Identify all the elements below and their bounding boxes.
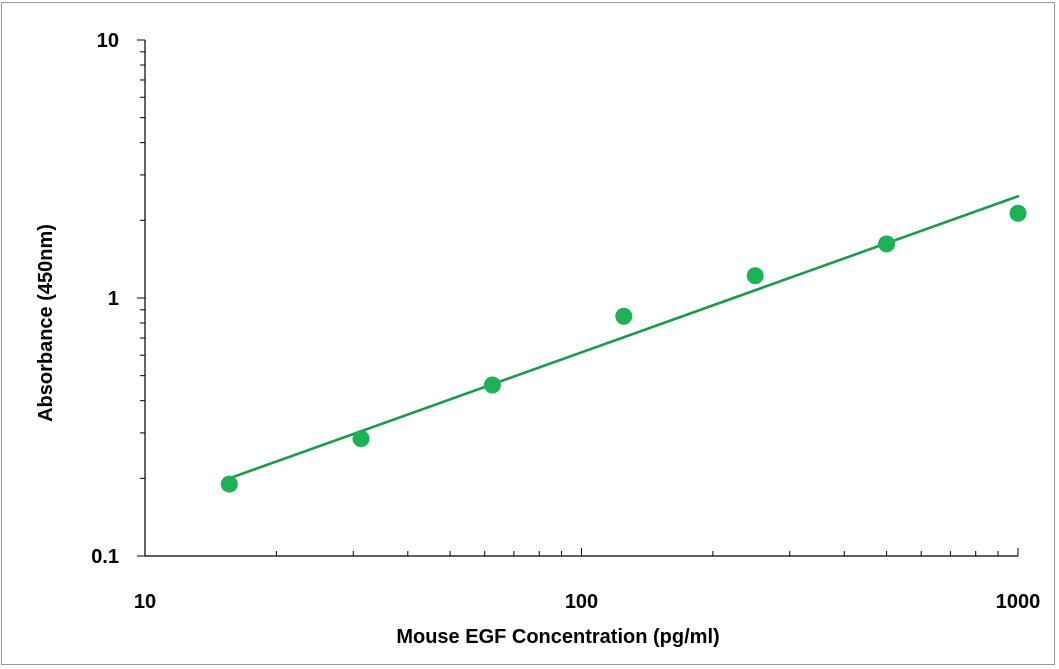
x-tick-label: 1000 xyxy=(996,591,1041,613)
y-axis-title: Absorbance (450nm) xyxy=(35,224,57,422)
plot-content xyxy=(220,194,1027,493)
fit-line xyxy=(227,194,1020,480)
data-point xyxy=(483,376,501,394)
y-tick-labels: 0.1 1 10 xyxy=(91,30,119,568)
data-point xyxy=(878,235,896,253)
axes xyxy=(137,39,1019,557)
y-tick-label: 1 xyxy=(108,288,119,310)
x-tick-label: 10 xyxy=(134,591,156,613)
data-point xyxy=(352,430,370,448)
data-point xyxy=(220,475,238,493)
data-point xyxy=(746,267,764,285)
x-tick-labels: 10 100 1000 xyxy=(134,591,1040,613)
data-point xyxy=(1009,204,1027,222)
y-tick-label: 10 xyxy=(97,30,119,52)
x-tick-label: 100 xyxy=(565,591,598,613)
chart: 0.1 1 10 10 100 1000 Mouse EGF Concentration… xyxy=(35,30,1040,648)
y-tick-label: 0.1 xyxy=(91,546,119,568)
data-point xyxy=(615,307,633,325)
x-axis-title: Mouse EGF Concentration (pg/ml) xyxy=(396,626,719,648)
